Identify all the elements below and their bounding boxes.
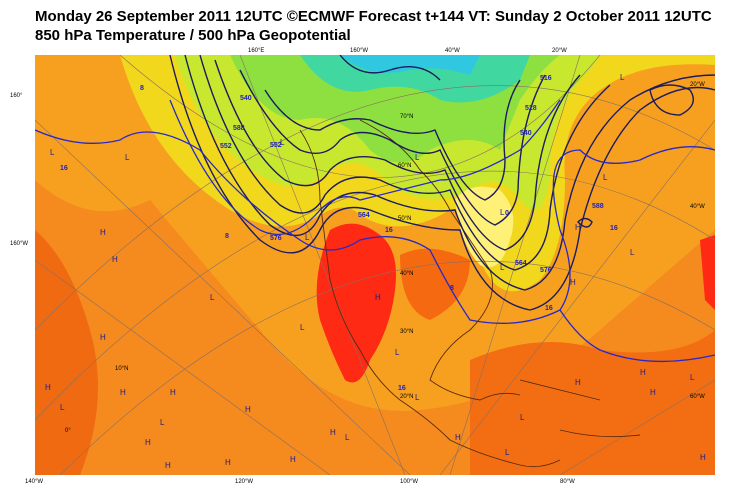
contour-label: 16: [545, 305, 553, 312]
edge-label: 20°W: [552, 48, 567, 54]
pressure-center: L: [500, 208, 505, 217]
contour-label: 8: [450, 285, 454, 292]
pressure-center: H: [120, 388, 126, 397]
lat-label: 50°N: [398, 216, 411, 222]
coastlines: [299, 119, 641, 468]
pressure-center: L: [280, 138, 285, 147]
pressure-center: L: [500, 263, 505, 272]
contour-label: 576: [270, 235, 282, 242]
contour-label: 8: [225, 233, 229, 240]
edge-label: 80°W: [560, 479, 575, 485]
subtitle: 850 hPa Temperature / 500 hPa Geopotenti…: [35, 27, 351, 44]
contour-label: 0: [505, 210, 509, 217]
pressure-center: L: [345, 433, 350, 442]
contour-label: 552: [220, 143, 232, 150]
pressure-center: L: [60, 403, 65, 412]
edge-label: 20°W: [690, 82, 705, 88]
lat-label: 60°N: [398, 163, 411, 169]
pressure-center: H: [145, 438, 151, 447]
lat-label: 70°N: [400, 114, 413, 120]
contour-label: 528: [525, 105, 537, 112]
pressure-center: H: [100, 333, 106, 342]
pressure-center: L: [395, 348, 400, 357]
contour-label: 16: [385, 227, 393, 234]
pressure-center: L: [300, 323, 305, 332]
pressure-center: H: [575, 378, 581, 387]
pressure-center: H: [650, 388, 656, 397]
contour-label: 540: [240, 95, 252, 102]
pressure-center: L: [603, 173, 608, 182]
contour-label: 516: [540, 75, 552, 82]
edge-label: 160°W: [10, 241, 28, 247]
contour-label: 564: [515, 260, 527, 267]
contour-label: 16: [60, 165, 68, 172]
contour-label: 540: [520, 130, 532, 137]
pressure-center: H: [170, 388, 176, 397]
pressure-center: L: [415, 153, 420, 162]
pressure-center: H: [575, 223, 581, 232]
lat-label: 40°N: [400, 271, 413, 277]
contour-label: 16: [610, 225, 618, 232]
pressure-center: H: [455, 433, 461, 442]
pressure-center: L: [630, 248, 635, 257]
pressure-center: H: [112, 255, 118, 264]
pressure-center: H: [640, 368, 646, 377]
edge-label: 120°W: [235, 479, 253, 485]
lat-label: 10°N: [115, 366, 128, 372]
edge-label: 140°W: [25, 479, 43, 485]
pressure-center: L: [305, 233, 310, 242]
pressure-center: L: [210, 293, 215, 302]
map-field: [35, 55, 715, 475]
pressure-center: L: [620, 73, 625, 82]
pressure-center: H: [330, 428, 336, 437]
contour-label: 552: [270, 142, 282, 149]
contour-label: 16: [398, 385, 406, 392]
title: Monday 26 September 2011 12UTC ©ECMWF Fo…: [35, 8, 712, 25]
geopotential-contours: [169, 55, 715, 311]
pressure-center: L: [690, 373, 695, 382]
contour-label: 576: [540, 267, 552, 274]
pressure-center: H: [290, 455, 296, 464]
graticule: [35, 55, 715, 475]
contour-label: 588: [592, 203, 604, 210]
pressure-center: H: [375, 293, 381, 302]
contour-label: 588: [233, 125, 245, 132]
edge-label: 100°W: [400, 479, 418, 485]
edge-label: 160°: [10, 93, 23, 99]
pressure-center: H: [225, 458, 231, 467]
pressure-center: H: [100, 228, 106, 237]
pressure-center: L: [160, 418, 165, 427]
edge-label: 40°W: [445, 48, 460, 54]
pressure-center: L: [520, 413, 525, 422]
pressure-center: L: [125, 153, 130, 162]
pressure-center: H: [45, 383, 51, 392]
lat-label: 30°N: [400, 329, 413, 335]
edge-label: 60°W: [690, 394, 705, 400]
edge-label: 160°W: [350, 48, 368, 54]
contour-label: 564: [358, 212, 370, 219]
pressure-center: L: [415, 393, 420, 402]
lat-label: 20°N: [400, 394, 413, 400]
pressure-center: H: [165, 461, 171, 470]
pressure-center: H: [570, 278, 576, 287]
lat-label: 0°: [65, 428, 71, 434]
edge-label: 40°W: [690, 204, 705, 210]
edge-label: 160°E: [248, 48, 264, 54]
pressure-center: L: [50, 148, 55, 157]
pressure-center: H: [700, 453, 706, 462]
contour-label: 8: [140, 85, 144, 92]
temperature-contours: [35, 99, 715, 363]
pressure-center: H: [245, 405, 251, 414]
pressure-center: L: [505, 448, 510, 457]
